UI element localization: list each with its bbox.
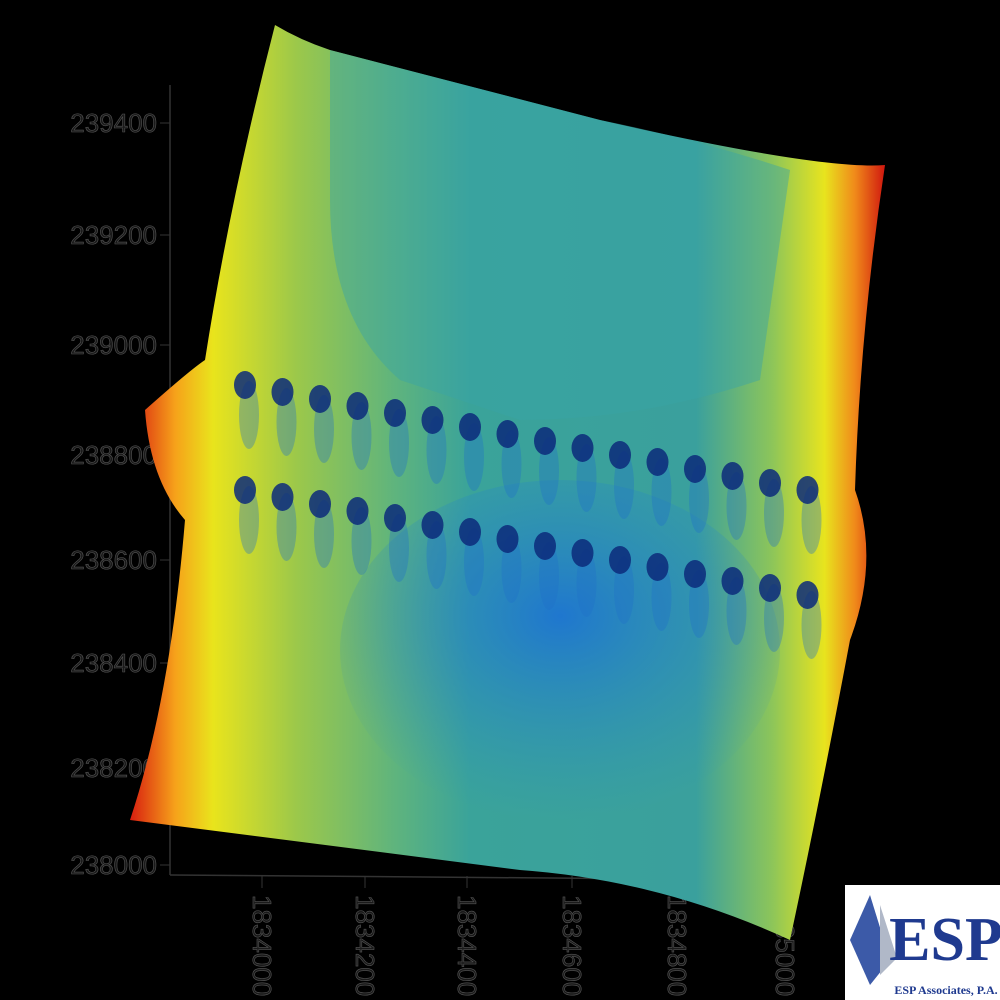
scour-zone — [340, 480, 780, 820]
pile — [309, 490, 331, 518]
y-tick-label: 238600 — [70, 545, 157, 575]
x-axis-labels: 1834000 1834200 1834400 1834600 1834800 18350… — [247, 876, 800, 997]
pile — [684, 560, 706, 588]
pile — [459, 413, 481, 441]
pile — [759, 469, 781, 497]
pile — [534, 427, 556, 455]
channel-zone — [330, 50, 790, 420]
y-tick-label: 239000 — [70, 330, 157, 360]
pile-rows — [234, 371, 822, 659]
logo-subtitle: ESP Associates, P.A. — [894, 983, 997, 997]
y-axis-labels: 239400 239200 239000 238800 238600 238400 2382… — [70, 108, 170, 880]
x-tick-label: 1834200 — [350, 895, 380, 996]
x-tick-label: 1834600 — [557, 895, 587, 996]
pile — [646, 448, 669, 476]
pile — [271, 378, 294, 406]
x-tick-label: 1834400 — [452, 895, 482, 996]
x-tick-label: 1834000 — [247, 895, 277, 996]
pile — [421, 406, 444, 434]
pile — [496, 525, 519, 553]
pile — [384, 399, 406, 427]
pile — [646, 553, 669, 581]
pile — [309, 385, 331, 413]
pile — [721, 462, 744, 490]
y-tick-label: 238800 — [70, 440, 157, 470]
pile — [796, 476, 819, 504]
pile — [571, 539, 594, 567]
pile — [234, 371, 256, 399]
pile — [571, 434, 594, 462]
pile — [534, 532, 556, 560]
y-tick-label: 238400 — [70, 648, 157, 678]
y-tick-label: 238200 — [70, 753, 157, 783]
pile — [721, 567, 744, 595]
pile — [384, 504, 406, 532]
pile — [421, 511, 444, 539]
pile — [496, 420, 519, 448]
logo: ESP ESP Associates, P.A. — [845, 885, 1000, 1000]
pile — [234, 476, 256, 504]
pile — [684, 455, 706, 483]
x-tick-label: 1834800 — [662, 895, 692, 996]
logo-text: ESP — [889, 906, 1000, 974]
y-tick-label: 239200 — [70, 220, 157, 250]
y-tick-label: 238000 — [70, 850, 157, 880]
logo-mark — [880, 905, 897, 975]
pile — [796, 581, 819, 609]
pile — [759, 574, 781, 602]
pile — [346, 392, 369, 420]
pile — [609, 546, 631, 574]
pile — [346, 497, 369, 525]
y-tick-label: 239400 — [70, 108, 157, 138]
pile — [271, 483, 294, 511]
pile — [609, 441, 631, 469]
pile — [459, 518, 481, 546]
